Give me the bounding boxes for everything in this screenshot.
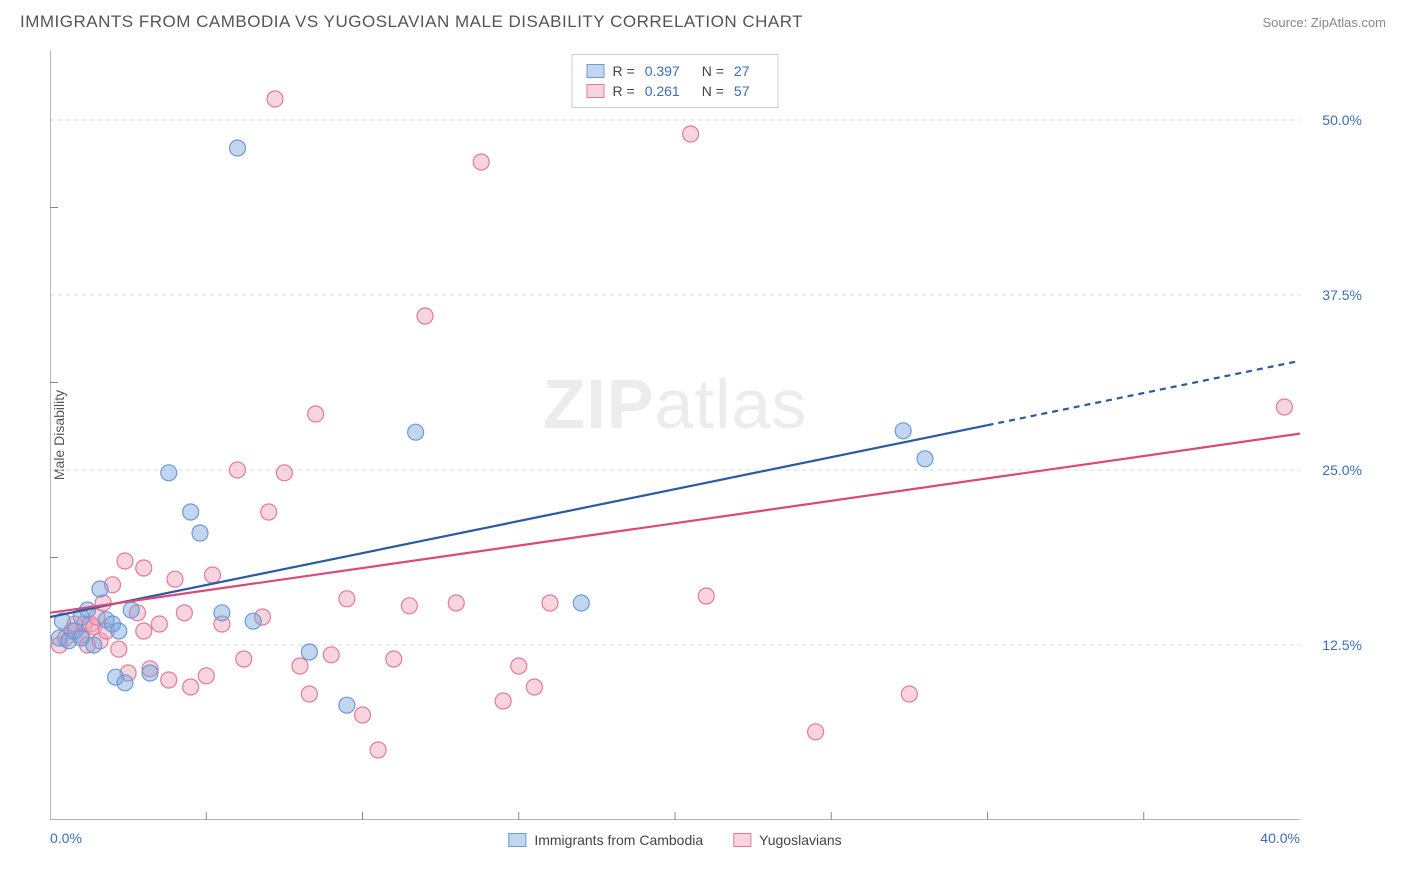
data-point	[370, 742, 386, 758]
data-point	[205, 567, 221, 583]
data-point	[167, 571, 183, 587]
data-point	[355, 707, 371, 723]
data-point	[136, 623, 152, 639]
legend-r-value: 0.397	[645, 63, 680, 79]
data-point	[192, 525, 208, 541]
legend-swatch	[587, 84, 605, 98]
legend-n-label: N =	[702, 63, 724, 79]
trend-line-extrapolated	[988, 361, 1301, 425]
data-point	[901, 686, 917, 702]
legend-r-value: 0.261	[645, 83, 680, 99]
data-point	[895, 423, 911, 439]
y-tick-label: 50.0%	[1322, 112, 1362, 128]
data-point	[339, 697, 355, 713]
chart-title: IMMIGRANTS FROM CAMBODIA VS YUGOSLAVIAN …	[20, 12, 803, 32]
data-point	[214, 605, 230, 621]
data-point	[230, 140, 246, 156]
data-point	[151, 616, 167, 632]
legend-row: R = 0.261 N = 57	[587, 81, 764, 101]
trend-line	[50, 425, 988, 617]
data-point	[161, 465, 177, 481]
legend-row: R = 0.397 N = 27	[587, 61, 764, 81]
data-point	[245, 613, 261, 629]
legend-n-value: 27	[734, 63, 750, 79]
data-point	[495, 693, 511, 709]
legend-label: Immigrants from Cambodia	[534, 832, 703, 848]
legend-swatch	[587, 64, 605, 78]
data-point	[1276, 399, 1292, 415]
legend-correlation: R = 0.397 N = 27 R = 0.261 N = 57	[572, 54, 779, 108]
data-point	[111, 623, 127, 639]
y-tick-label: 25.0%	[1322, 462, 1362, 478]
data-point	[183, 679, 199, 695]
chart-header: IMMIGRANTS FROM CAMBODIA VS YUGOSLAVIAN …	[20, 12, 1386, 32]
y-tick-label: 37.5%	[1322, 287, 1362, 303]
data-point	[473, 154, 489, 170]
data-point	[176, 605, 192, 621]
data-point	[448, 595, 464, 611]
data-point	[117, 553, 133, 569]
data-point	[526, 679, 542, 695]
data-point	[808, 724, 824, 740]
legend-n-value: 57	[734, 83, 750, 99]
data-point	[683, 126, 699, 142]
data-point	[230, 462, 246, 478]
data-point	[301, 686, 317, 702]
data-point	[408, 424, 424, 440]
data-point	[386, 651, 402, 667]
legend-swatch	[508, 833, 526, 847]
scatter-plot	[50, 50, 1300, 820]
data-point	[323, 647, 339, 663]
data-point	[401, 598, 417, 614]
data-point	[276, 465, 292, 481]
data-point	[198, 668, 214, 684]
data-point	[236, 651, 252, 667]
data-point	[917, 451, 933, 467]
data-point	[92, 581, 108, 597]
data-point	[417, 308, 433, 324]
trend-line	[50, 434, 1300, 613]
legend-r-label: R =	[613, 83, 635, 99]
data-point	[511, 658, 527, 674]
data-point	[339, 591, 355, 607]
data-point	[267, 91, 283, 107]
data-point	[301, 644, 317, 660]
data-point	[308, 406, 324, 422]
legend-label: Yugoslavians	[759, 832, 842, 848]
data-point	[542, 595, 558, 611]
y-tick-label: 12.5%	[1322, 637, 1362, 653]
legend-swatch	[733, 833, 751, 847]
data-point	[698, 588, 714, 604]
data-point	[111, 641, 127, 657]
data-point	[292, 658, 308, 674]
legend-item: Yugoslavians	[733, 832, 842, 848]
data-point	[123, 602, 139, 618]
data-point	[261, 504, 277, 520]
legend-r-label: R =	[613, 63, 635, 79]
data-point	[183, 504, 199, 520]
data-point	[161, 672, 177, 688]
data-point	[142, 665, 158, 681]
chart-container: Male Disability ZIPatlas R = 0.397 N = 2…	[50, 50, 1300, 820]
legend-series: Immigrants from Cambodia Yugoslavians	[508, 832, 841, 848]
x-tick-label: 0.0%	[50, 830, 82, 846]
data-point	[86, 637, 102, 653]
data-point	[95, 595, 111, 611]
data-point	[136, 560, 152, 576]
x-tick-label: 40.0%	[1260, 830, 1300, 846]
chart-source: Source: ZipAtlas.com	[1262, 15, 1386, 30]
legend-item: Immigrants from Cambodia	[508, 832, 703, 848]
data-point	[117, 675, 133, 691]
legend-n-label: N =	[702, 83, 724, 99]
data-point	[573, 595, 589, 611]
